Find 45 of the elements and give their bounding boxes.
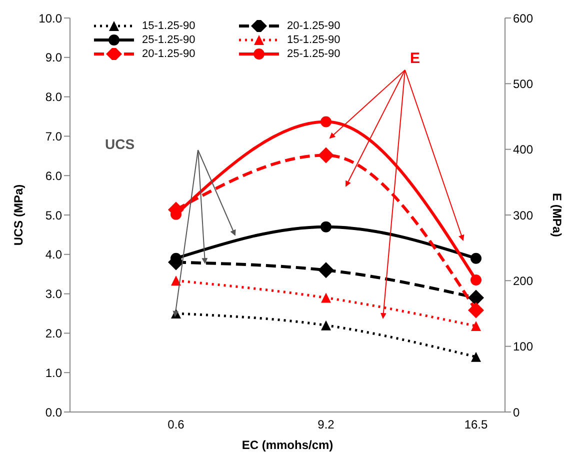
x-tick-label: 9.2 [318,418,335,432]
point [470,274,482,286]
point [171,276,181,286]
y-tick-label: 4.0 [45,248,62,262]
y-tick-label: 0.0 [45,405,62,420]
y-tick-label: 10.0 [38,11,62,26]
point [468,290,484,306]
y2-tick-label: 100 [513,340,534,354]
y-tick-label: 3.0 [45,287,62,302]
annotation: E [410,50,420,67]
y-tick-label: 8.0 [45,90,62,104]
legend-label: 20-1.25-90 [287,20,340,32]
y-tick-label: 5.0 [45,208,62,222]
y2-tick-label: 600 [513,11,534,26]
legend-label: 25-1.25-90 [142,34,196,46]
annotation: UCS [105,136,135,152]
point [318,262,334,278]
y2-tick-label: 300 [513,208,534,222]
y2-tick-label: 400 [513,142,534,157]
point [320,221,332,232]
point [321,292,331,303]
y-tick-label: 1.0 [45,366,62,380]
legend-label: 15-1.25-90 [142,20,196,32]
x-axis-title: EC (mmohs/cm) [242,438,334,452]
y2-tick-label: 500 [513,76,534,91]
y-axis-title: UCS (MPa) [11,184,26,246]
y-tick-label: 6.0 [45,168,62,183]
legend-label: 15-1.25-90 [287,34,340,46]
x-tick-label: 0.6 [168,418,185,432]
point [320,116,332,128]
y2-axis-title: E (MPa) [550,192,564,238]
y2-tick-label: 200 [513,274,534,288]
point [468,302,484,318]
y-tick-label: 9.0 [45,50,62,65]
y-tick-label: 2.0 [45,326,62,340]
point [318,147,334,164]
legend-label: 25-1.25-90 [287,48,340,60]
point [470,252,482,264]
y2-tick-label: 0 [513,405,520,420]
point [471,352,481,362]
point [321,320,331,330]
legend-label: 20-1.25-90 [142,48,196,60]
x-tick-label: 16.5 [464,418,488,432]
point [471,320,481,331]
y-tick-label: 7.0 [45,129,62,144]
